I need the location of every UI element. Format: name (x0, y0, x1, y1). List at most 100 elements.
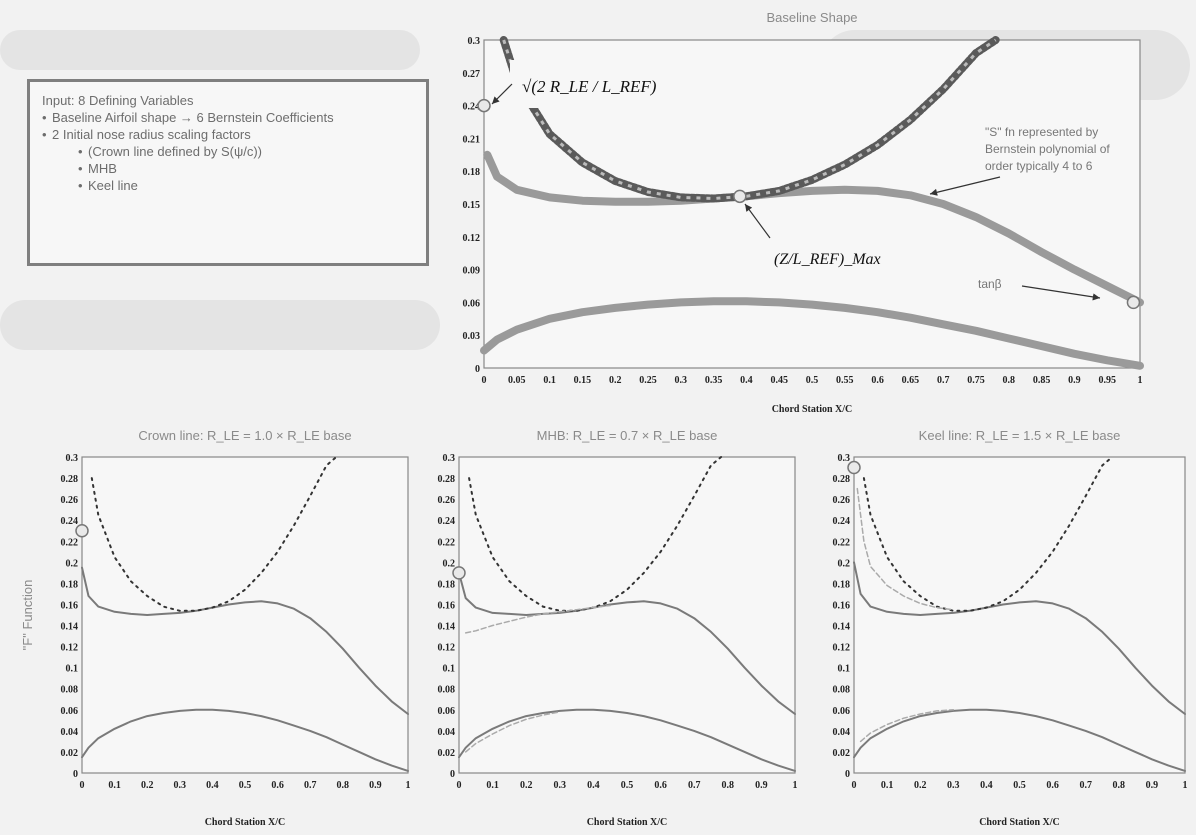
y-tick-label: 0.24 (463, 102, 481, 113)
y-tick-label: 0.26 (438, 495, 456, 506)
y-tick-label: 0.24 (833, 516, 851, 527)
x-tick-label: 0.9 (1068, 375, 1081, 386)
background-smear (0, 300, 440, 350)
x-tick-label: 0.3 (947, 780, 960, 791)
x-tick-label: 0.5 (621, 780, 634, 791)
y-tick-label: 0.16 (833, 600, 851, 611)
y-tick-label: 0.12 (438, 643, 456, 654)
x-tick-label: 0.7 (304, 780, 317, 791)
infobox-subitem: Keel line (78, 177, 414, 194)
tan-beta-label: tanβ (978, 277, 1002, 291)
x-tick-label: 1 (406, 780, 411, 791)
y-tick-label: 0.18 (438, 579, 456, 590)
series-line (458, 708, 796, 772)
plot-frame (853, 456, 1186, 774)
x-tick-label: 0.5 (806, 375, 819, 386)
y-tick-label: 0.1 (838, 664, 851, 675)
series-line (859, 709, 955, 743)
x-tick-label: 0.7 (1079, 780, 1092, 791)
background-smear (0, 30, 420, 70)
x-tick-label: 0.2 (141, 780, 154, 791)
infobox-title: Input: 8 Defining Variables (42, 93, 194, 108)
y-tick-label: 0.06 (833, 706, 851, 717)
x-tick-label: 0.95 (1098, 375, 1116, 386)
x-tick-label: 0.8 (337, 780, 350, 791)
x-tick-label: 0.4 (206, 780, 219, 791)
x-tick-label: 0.3 (675, 375, 688, 386)
x-tick-label: 0.2 (609, 375, 622, 386)
y-tick-label: 0.08 (833, 685, 851, 696)
y-tick-label: 0.14 (438, 622, 456, 633)
x-tick-label: 0.35 (705, 375, 723, 386)
nose-arrow (491, 83, 513, 105)
x-tick-label: 0.3 (554, 780, 567, 791)
y-tick-label: 0.2 (66, 558, 79, 569)
series-line (480, 297, 1144, 370)
x-tick-label: 0 (80, 780, 85, 791)
x-tick-label: 0.7 (937, 375, 950, 386)
chart-title: Crown line: R_LE = 1.0 × R_LE base (138, 428, 351, 443)
x-axis-label: Chord Station X/C (205, 817, 286, 828)
x-tick-label: 1 (1138, 375, 1143, 386)
series-line (81, 566, 409, 715)
series-line (853, 708, 1186, 772)
y-tick-label: 0.08 (61, 685, 79, 696)
series-line (90, 456, 338, 612)
y-tick-label: 0.02 (438, 748, 456, 759)
y-tick-label: 0.3 (838, 453, 851, 464)
x-tick-label: 0.25 (639, 375, 657, 386)
x-tick-label: 0.5 (1013, 780, 1026, 791)
y-tick-label: 0.22 (438, 537, 456, 548)
y-tick-label: 0.28 (61, 474, 79, 485)
data-marker (477, 98, 491, 113)
y-tick-label: 0.12 (61, 643, 79, 654)
x-tick-label: 0.8 (722, 780, 735, 791)
y-tick-label: 0.04 (61, 727, 79, 738)
y-tick-label: 0.3 (66, 453, 79, 464)
y-tick-label: 0.04 (438, 727, 456, 738)
x-tick-label: 0 (457, 780, 462, 791)
y-tick-label: 0 (73, 769, 78, 780)
x-tick-label: 0.1 (881, 780, 894, 791)
y-tick-label: 0.1 (443, 664, 456, 675)
x-tick-label: 0.6 (654, 780, 667, 791)
infobox-item: 2 Initial nose radius scaling factors (42, 126, 414, 143)
y-tick-label: 0.03 (463, 331, 481, 342)
y-tick-label: 0.26 (833, 495, 851, 506)
series-line (483, 150, 1144, 307)
x-tick-label: 0.6 (871, 375, 884, 386)
input-variables-box: Input: 8 Defining Variables Baseline Air… (27, 79, 429, 266)
y-tick-label: 0.18 (61, 579, 79, 590)
x-tick-label: 0.9 (1146, 780, 1159, 791)
x-axis-label: Chord Station X/C (979, 817, 1060, 828)
x-tick-label: 0.1 (486, 780, 499, 791)
x-tick-label: 0.2 (520, 780, 533, 791)
x-tick-label: 0.4 (587, 780, 600, 791)
x-tick-label: 0.9 (369, 780, 382, 791)
series-line (464, 711, 561, 753)
y-tick-label: 0.15 (463, 200, 481, 211)
y-tick-label: 0.14 (61, 622, 79, 633)
x-tick-label: 0.4 (980, 780, 993, 791)
x-tick-label: 0.05 (508, 375, 526, 386)
y-tick-label: 0.2 (838, 558, 851, 569)
y-tick-label: 0.18 (833, 579, 851, 590)
y-tick-label: 0.24 (438, 516, 456, 527)
series-line (464, 604, 611, 634)
y-tick-label: 0.21 (463, 134, 481, 145)
series-line (856, 487, 955, 611)
x-tick-label: 1 (793, 780, 798, 791)
x-tick-label: 0.15 (574, 375, 592, 386)
series-line (458, 571, 796, 715)
x-tick-label: 0 (852, 780, 857, 791)
x-tick-label: 0.2 (914, 780, 927, 791)
y-tick-label: 0.09 (463, 266, 481, 277)
data-marker (1126, 295, 1141, 310)
y-tick-label: 0.24 (61, 516, 79, 527)
x-tick-label: 0.6 (271, 780, 284, 791)
x-tick-label: 0.65 (902, 375, 920, 386)
x-tick-label: 0.3 (174, 780, 187, 791)
x-axis-label: Chord Station X/C (587, 817, 668, 828)
